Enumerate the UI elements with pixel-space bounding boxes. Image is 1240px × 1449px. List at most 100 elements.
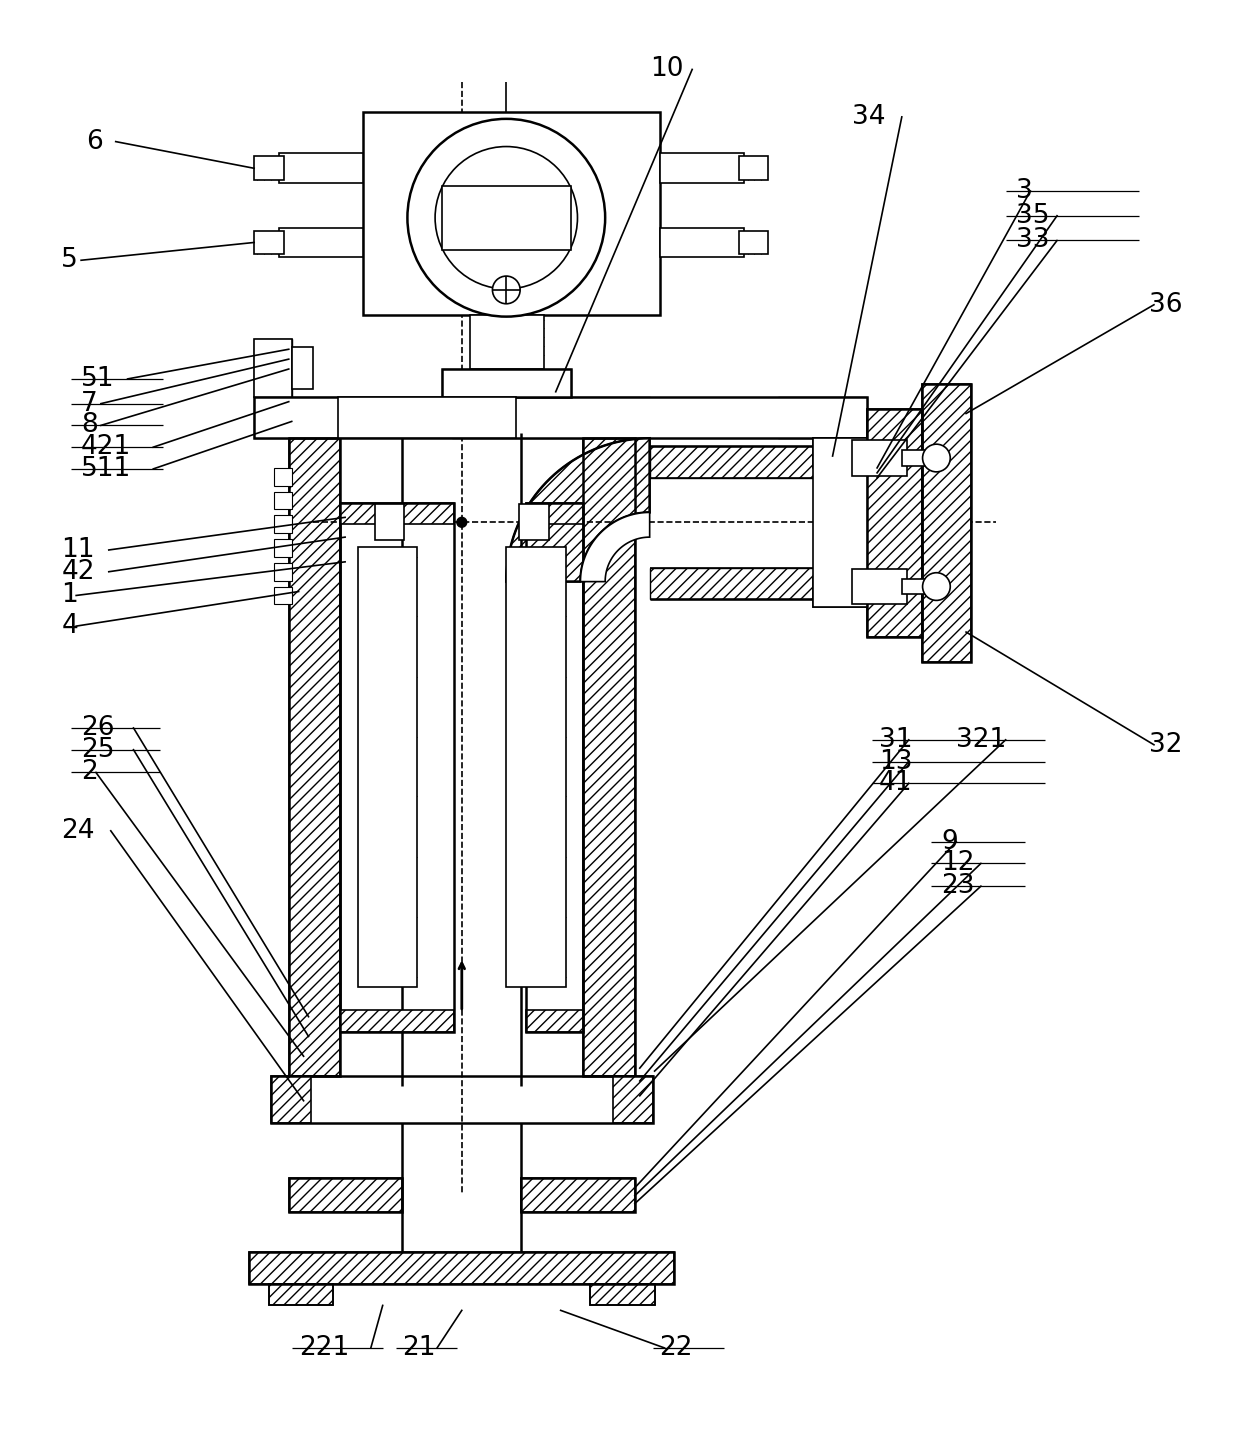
Polygon shape	[921, 384, 971, 662]
Bar	[289, 438, 340, 1077]
Bar	[521, 1178, 635, 1213]
Bar	[274, 562, 291, 581]
Text: 12: 12	[941, 851, 975, 877]
Polygon shape	[289, 1178, 403, 1213]
Text: 4: 4	[61, 613, 78, 639]
Bar	[739, 156, 769, 180]
Text: 21: 21	[403, 1335, 436, 1361]
Text: 35: 35	[1016, 203, 1049, 229]
Polygon shape	[526, 1010, 583, 1032]
Bar	[279, 227, 363, 258]
Polygon shape	[506, 438, 650, 581]
Bar	[249, 1252, 675, 1284]
Polygon shape	[650, 446, 867, 478]
Polygon shape	[254, 339, 291, 397]
Text: 31: 31	[879, 727, 913, 753]
Bar	[852, 569, 906, 604]
Text: 51: 51	[81, 367, 114, 391]
Circle shape	[923, 572, 950, 600]
Bar	[583, 438, 635, 1077]
Bar	[272, 1077, 652, 1123]
Bar	[289, 1178, 403, 1213]
Bar	[526, 503, 583, 1032]
Text: 421: 421	[81, 435, 131, 461]
Polygon shape	[340, 1010, 454, 1032]
Bar	[520, 504, 549, 540]
Bar	[921, 384, 971, 662]
Text: 5: 5	[61, 248, 78, 274]
Text: 11: 11	[61, 538, 94, 564]
Text: 32: 32	[1149, 732, 1183, 758]
Bar	[340, 503, 454, 1032]
Circle shape	[923, 445, 950, 472]
Text: 34: 34	[852, 104, 885, 130]
Polygon shape	[590, 1284, 655, 1306]
Polygon shape	[543, 369, 570, 397]
Text: 221: 221	[299, 1335, 348, 1361]
Text: 26: 26	[81, 714, 114, 740]
Text: 2: 2	[81, 759, 98, 785]
Bar	[470, 314, 544, 369]
Bar	[363, 112, 660, 314]
Bar	[254, 156, 284, 180]
Bar	[274, 587, 291, 604]
Polygon shape	[249, 1252, 675, 1284]
Text: 6: 6	[86, 129, 103, 155]
Polygon shape	[521, 1178, 635, 1213]
Text: 321: 321	[956, 727, 1007, 753]
Bar	[274, 539, 291, 556]
Text: 7: 7	[81, 391, 98, 417]
Circle shape	[456, 517, 466, 527]
Polygon shape	[272, 1077, 310, 1123]
Polygon shape	[580, 513, 650, 581]
Bar	[852, 440, 906, 475]
Bar	[339, 397, 516, 438]
Bar	[867, 409, 921, 638]
Circle shape	[492, 277, 520, 304]
Circle shape	[408, 119, 605, 317]
Text: 23: 23	[941, 874, 975, 900]
Bar	[269, 1284, 334, 1306]
Bar	[274, 468, 291, 485]
Bar	[506, 548, 565, 987]
Polygon shape	[340, 503, 454, 525]
Text: 25: 25	[81, 736, 114, 762]
Polygon shape	[583, 438, 635, 1077]
Bar	[254, 230, 284, 255]
Bar	[812, 438, 867, 607]
Polygon shape	[613, 1077, 652, 1123]
Bar	[254, 397, 867, 438]
Polygon shape	[451, 397, 650, 438]
Text: 8: 8	[81, 413, 98, 439]
Polygon shape	[441, 369, 470, 397]
Text: 36: 36	[1149, 291, 1183, 317]
Text: 9: 9	[941, 829, 959, 855]
Polygon shape	[779, 397, 867, 438]
Polygon shape	[289, 438, 340, 1077]
Bar	[590, 1284, 655, 1306]
Polygon shape	[812, 438, 867, 468]
Polygon shape	[526, 503, 583, 525]
Polygon shape	[254, 397, 339, 438]
Polygon shape	[650, 568, 867, 600]
Bar	[901, 578, 936, 594]
Text: 33: 33	[1016, 227, 1049, 254]
Bar	[739, 230, 769, 255]
Text: 10: 10	[650, 57, 683, 83]
Text: 1: 1	[61, 582, 78, 609]
Bar	[660, 154, 744, 183]
Polygon shape	[867, 409, 921, 638]
Bar	[441, 369, 570, 397]
Bar	[660, 227, 744, 258]
Circle shape	[435, 146, 578, 288]
Polygon shape	[812, 578, 867, 607]
Bar	[254, 339, 291, 397]
Text: 24: 24	[61, 817, 94, 843]
Bar	[279, 154, 363, 183]
Bar	[358, 548, 418, 987]
Bar	[374, 504, 404, 540]
Bar	[901, 451, 936, 467]
Bar	[291, 348, 314, 388]
Bar	[441, 185, 570, 251]
Text: 3: 3	[1016, 178, 1032, 204]
